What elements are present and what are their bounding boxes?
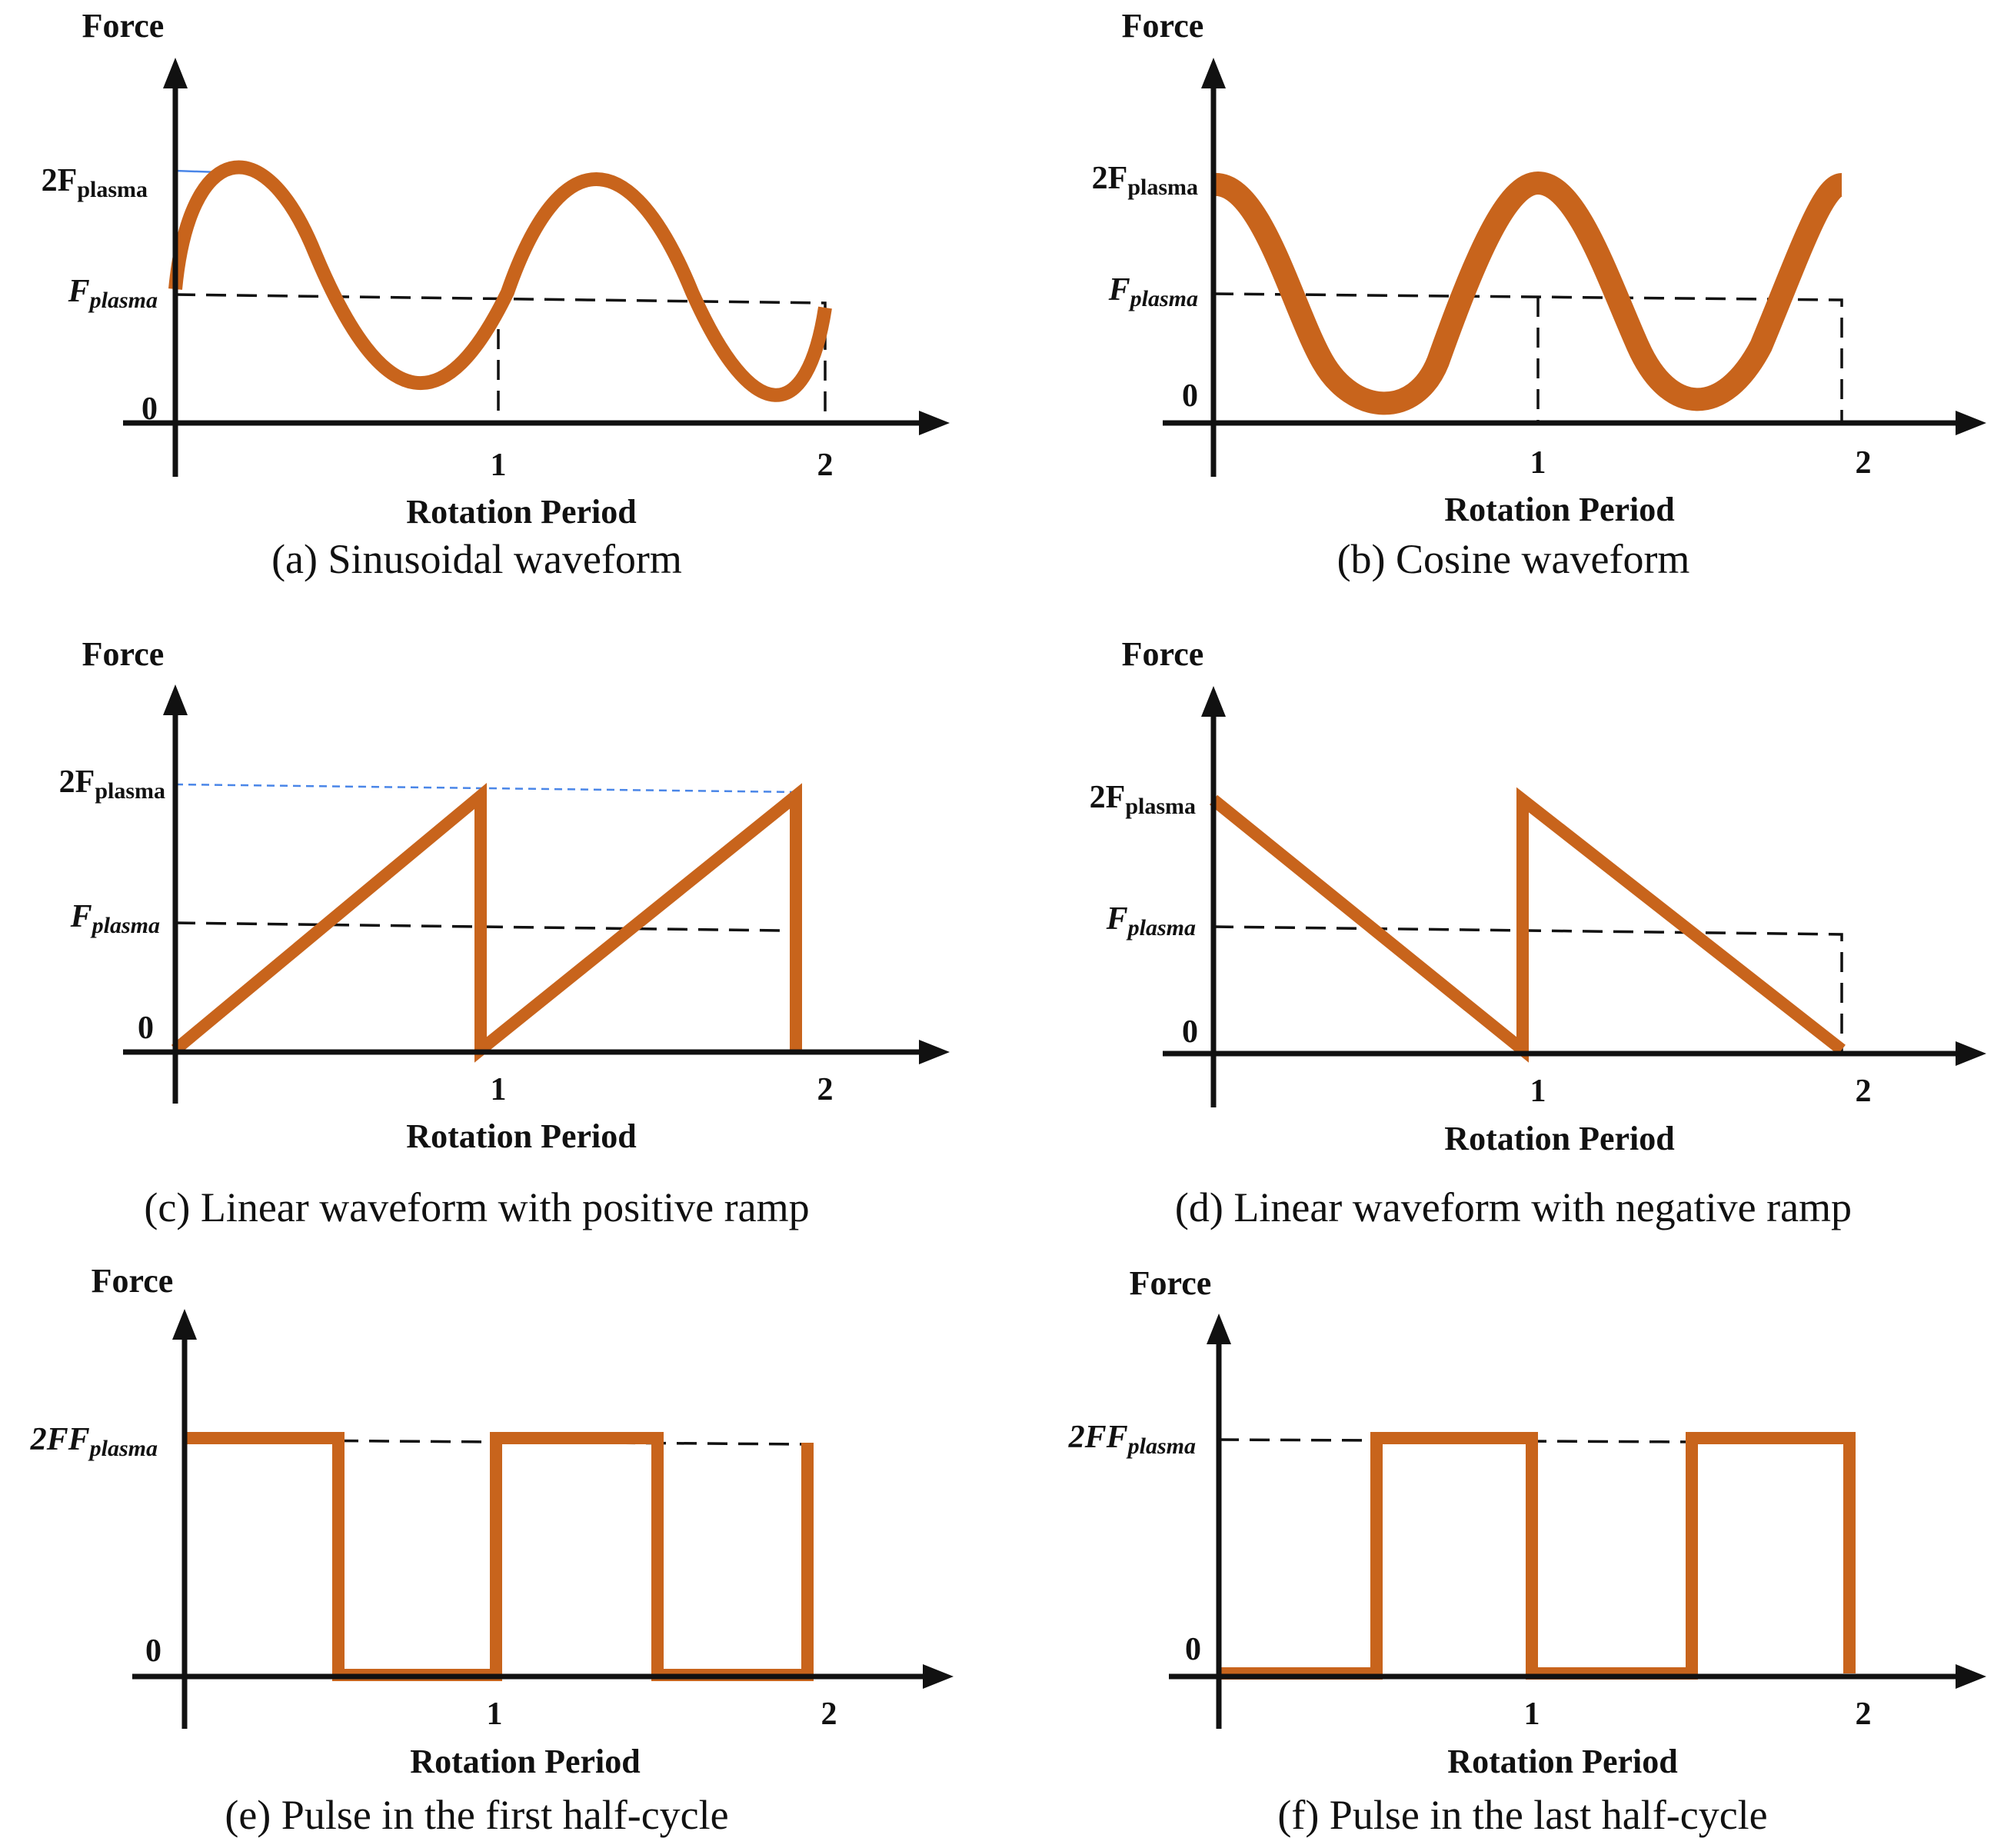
y-axis-arrowhead — [1207, 1314, 1231, 1344]
level-zero-label: 0 — [1185, 1632, 1201, 1667]
panel-f: Force 2FFplasma 0 1 2 Rotation Period (f… — [1068, 1264, 1986, 1838]
level-2fplasma-label: 2Fplasma — [1090, 780, 1196, 819]
level-zero-label: 0 — [138, 1011, 154, 1046]
x-axis-label: Rotation Period — [406, 493, 636, 531]
x-tick-1: 1 — [1524, 1696, 1540, 1732]
y-axis-label: Force — [1122, 7, 1204, 45]
x-axis-label: Rotation Period — [1447, 1743, 1677, 1780]
fplasma-reference-line — [175, 293, 827, 423]
x-tick-1: 1 — [491, 1072, 507, 1107]
level-2fplasma-label: 2FFplasma — [30, 1422, 158, 1461]
level-fplasma-label: Fplasma — [1108, 272, 1198, 311]
panel-caption: (a) Sinusoidal waveform — [271, 536, 682, 582]
y-axis-arrowhead — [163, 58, 188, 88]
y-axis-arrowhead — [1201, 686, 1226, 717]
y-axis-arrowhead — [1201, 58, 1226, 88]
cosine-wave — [1212, 171, 1845, 415]
x-tick-2: 2 — [1856, 445, 1872, 481]
pulse-first-half-wave — [185, 1432, 814, 1681]
panel-e: Force 2FFplasma 0 1 2 Rotation Period (e… — [30, 1262, 954, 1838]
x-axis-label: Rotation Period — [410, 1743, 640, 1780]
panel-caption: (f) Pulse in the last half-cycle — [1277, 1792, 1767, 1838]
peak-reference-line — [175, 783, 801, 794]
y-axis-label: Force — [82, 7, 165, 45]
level-zero-label: 0 — [141, 391, 158, 427]
level-zero-label: 0 — [1182, 378, 1198, 414]
level-2fplasma-label: 2Fplasma — [1092, 161, 1198, 200]
panel-caption: (d) Linear waveform with negative ramp — [1175, 1184, 1852, 1230]
panel-caption: (e) Pulse in the first half-cycle — [225, 1792, 728, 1838]
x-tick-2: 2 — [817, 1072, 834, 1107]
panel-caption: (c) Linear waveform with positive ramp — [144, 1184, 809, 1230]
x-tick-2: 2 — [1856, 1696, 1872, 1732]
level-2fplasma-label: 2Fplasma — [42, 163, 148, 202]
panel-caption: (b) Cosine waveform — [1337, 536, 1690, 582]
y-axis-arrowhead — [163, 684, 188, 715]
level-2fplasma-label: 2FFplasma — [1068, 1420, 1196, 1459]
x-tick-1: 1 — [487, 1696, 503, 1732]
panel-c: Force 2Fplasma Fplasma 0 1 2 Rotation Pe… — [59, 635, 950, 1230]
y-axis-label: Force — [92, 1262, 174, 1300]
level-fplasma-label: Fplasma — [1106, 901, 1196, 941]
x-axis-arrowhead — [1956, 1041, 1986, 1066]
x-tick-1: 1 — [1530, 445, 1546, 481]
fplasma-reference-line — [1213, 292, 1843, 423]
x-axis-arrowhead — [919, 1040, 950, 1064]
panel-d: Force 2Fplasma Fplasma 0 1 2 Rotation Pe… — [1090, 635, 1986, 1230]
x-axis-label: Rotation Period — [1444, 491, 1674, 528]
x-tick-1: 1 — [1530, 1074, 1546, 1109]
negative-ramp-wave — [1209, 787, 1846, 1063]
level-fplasma-label: Fplasma — [70, 899, 160, 938]
x-axis-label: Rotation Period — [1444, 1120, 1674, 1157]
sinusoidal-wave — [168, 160, 832, 402]
x-tick-2: 2 — [821, 1696, 837, 1732]
x-tick-1: 1 — [491, 448, 507, 483]
fplasma-reference-line — [175, 921, 781, 932]
y-axis-arrowhead — [172, 1309, 197, 1340]
y-axis-label: Force — [1130, 1264, 1212, 1302]
level-2fplasma-label: 2Fplasma — [59, 764, 165, 804]
fplasma-reference-line — [1213, 925, 1843, 1052]
level-zero-label: 0 — [1182, 1014, 1198, 1050]
y-axis-label: Force — [82, 635, 165, 673]
panel-a: Force 2Fplasma Fplasma 0 1 2 Rotation Pe… — [42, 7, 950, 582]
level-zero-label: 0 — [145, 1633, 161, 1669]
x-axis-label: Rotation Period — [406, 1117, 636, 1155]
x-tick-2: 2 — [1856, 1074, 1872, 1109]
x-tick-2: 2 — [817, 448, 834, 483]
panel-b: Force 2Fplasma Fplasma 0 1 2 Rotation Pe… — [1092, 7, 1986, 582]
pulse-last-half-wave — [1219, 1432, 1856, 1680]
y-axis-label: Force — [1122, 635, 1204, 673]
x-axis-arrowhead — [919, 411, 950, 435]
level-fplasma-label: Fplasma — [68, 274, 158, 313]
x-axis-arrowhead — [1956, 1664, 1986, 1689]
x-axis-arrowhead — [923, 1664, 954, 1689]
x-axis-arrowhead — [1956, 411, 1986, 435]
